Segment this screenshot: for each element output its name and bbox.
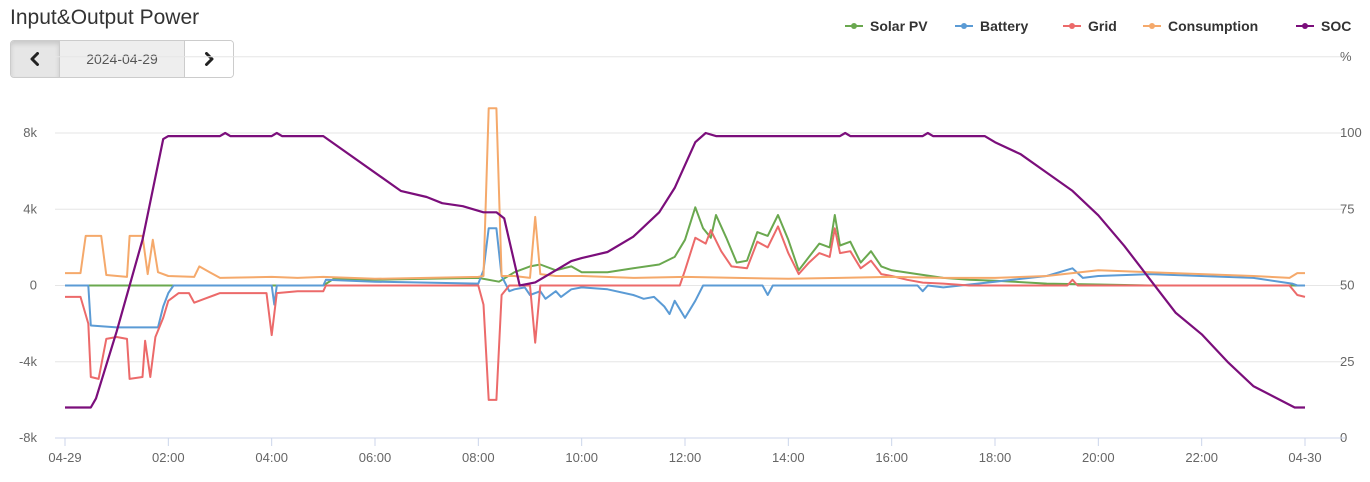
page-title: Input&Output Power	[10, 6, 200, 29]
x-tick-label: 10:00	[565, 450, 598, 465]
y-right-tick: 50	[1340, 278, 1354, 293]
x-tick-label: 12:00	[669, 450, 702, 465]
x-tick-label: 16:00	[875, 450, 908, 465]
legend-marker	[1302, 23, 1308, 29]
axes: -8k0-4k250504k758k100%04-2902:0004:0006:…	[19, 49, 1362, 465]
x-tick-label: 08:00	[462, 450, 495, 465]
chevron-left-icon	[30, 52, 39, 66]
prev-date-button[interactable]	[11, 41, 60, 77]
x-tick-label: 04:00	[255, 450, 288, 465]
series-line-soc	[65, 131, 1305, 409]
legend-marker	[961, 23, 967, 29]
legend: Solar PV Battery Grid Consumption SOC	[845, 18, 1351, 34]
legend-marker	[1069, 23, 1075, 29]
grid-lines	[55, 56, 1345, 439]
y-left-tick: -8k	[19, 430, 38, 445]
legend-label: Grid	[1088, 18, 1117, 34]
legend-item-grid[interactable]: Grid	[1063, 18, 1117, 34]
legend-marker	[851, 23, 857, 29]
legend-label: Battery	[980, 18, 1028, 34]
series-line-solar-pv	[65, 206, 1305, 287]
y-right-tick: 100	[1340, 125, 1362, 140]
series-lines	[65, 107, 1306, 409]
series-line-battery	[65, 227, 1305, 329]
legend-label: Solar PV	[870, 18, 928, 34]
series-line-grid	[65, 225, 1306, 401]
legend-label: SOC	[1321, 18, 1351, 34]
x-tick-label: 02:00	[152, 450, 185, 465]
right-axis-unit: %	[1340, 49, 1352, 64]
x-tick-label: 14:00	[772, 450, 805, 465]
date-field[interactable]: 2024-04-29	[60, 41, 184, 77]
y-right-tick: 75	[1340, 201, 1354, 216]
legend-item-solar-pv[interactable]: Solar PV	[845, 18, 928, 34]
x-tick-label: 22:00	[1185, 450, 1218, 465]
legend-item-consumption[interactable]: Consumption	[1143, 18, 1258, 34]
x-tick-label: 18:00	[979, 450, 1012, 465]
legend-label: Consumption	[1168, 18, 1258, 34]
x-tick-label: 20:00	[1082, 450, 1115, 465]
x-tick-label: 04-29	[48, 450, 81, 465]
y-left-tick: 8k	[23, 125, 37, 140]
legend-item-battery[interactable]: Battery	[955, 18, 1028, 34]
legend-item-soc[interactable]: SOC	[1296, 18, 1351, 34]
y-right-tick: 25	[1340, 354, 1354, 369]
chevron-right-icon	[205, 52, 214, 66]
series-line-consumption	[65, 107, 1305, 280]
next-date-button[interactable]	[184, 41, 233, 77]
date-navigator: 2024-04-29	[10, 40, 234, 78]
y-left-tick: 4k	[23, 201, 37, 216]
y-left-tick: -4k	[19, 354, 38, 369]
x-tick-label: 04-30	[1288, 450, 1321, 465]
legend-marker	[1149, 23, 1155, 29]
y-left-tick: 0	[30, 278, 37, 293]
x-tick-label: 06:00	[359, 450, 392, 465]
